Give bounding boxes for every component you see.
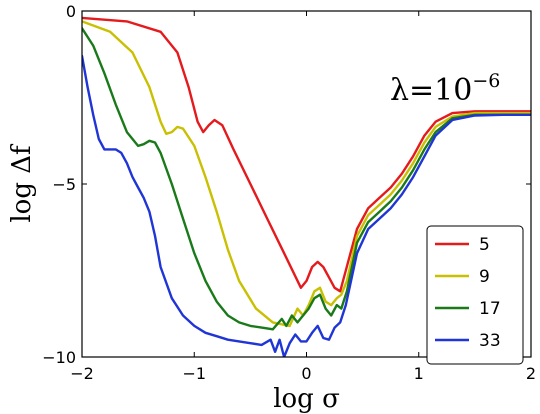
x-tick-label: 1 <box>414 364 424 383</box>
series-line-9 <box>82 20 531 328</box>
legend-label-5: 5 <box>479 235 490 255</box>
lambda-annotation-base: λ=10 <box>390 73 472 108</box>
axis-ticks: −2 −1 0 1 20−5−10 <box>42 2 536 383</box>
legend: 5 9 17 33 <box>426 225 524 365</box>
series-line-17 <box>82 27 531 331</box>
legend-label-33: 33 <box>479 331 501 351</box>
y-axis-label: log Δf <box>7 143 37 223</box>
lambda-annotation-exponent: −6 <box>472 70 500 92</box>
lambda-annotation: λ=10−6 <box>390 70 500 108</box>
y-tick-label: 0 <box>66 2 76 21</box>
legend-label-17: 17 <box>479 299 501 319</box>
y-tick-label: −10 <box>42 348 76 367</box>
plot-area <box>82 16 531 357</box>
x-tick-label: 2 <box>526 364 536 383</box>
x-tick-label: −2 <box>70 364 94 383</box>
series-line-33 <box>82 54 531 357</box>
series-group <box>82 16 531 357</box>
legend-box <box>426 225 524 365</box>
series-line-5 <box>82 16 531 293</box>
x-tick-label: −1 <box>182 364 206 383</box>
legend-label-9: 9 <box>479 267 490 287</box>
x-tick-label: 0 <box>301 364 311 383</box>
y-tick-label: −5 <box>52 175 76 194</box>
x-axis-label: log σ <box>273 384 340 414</box>
